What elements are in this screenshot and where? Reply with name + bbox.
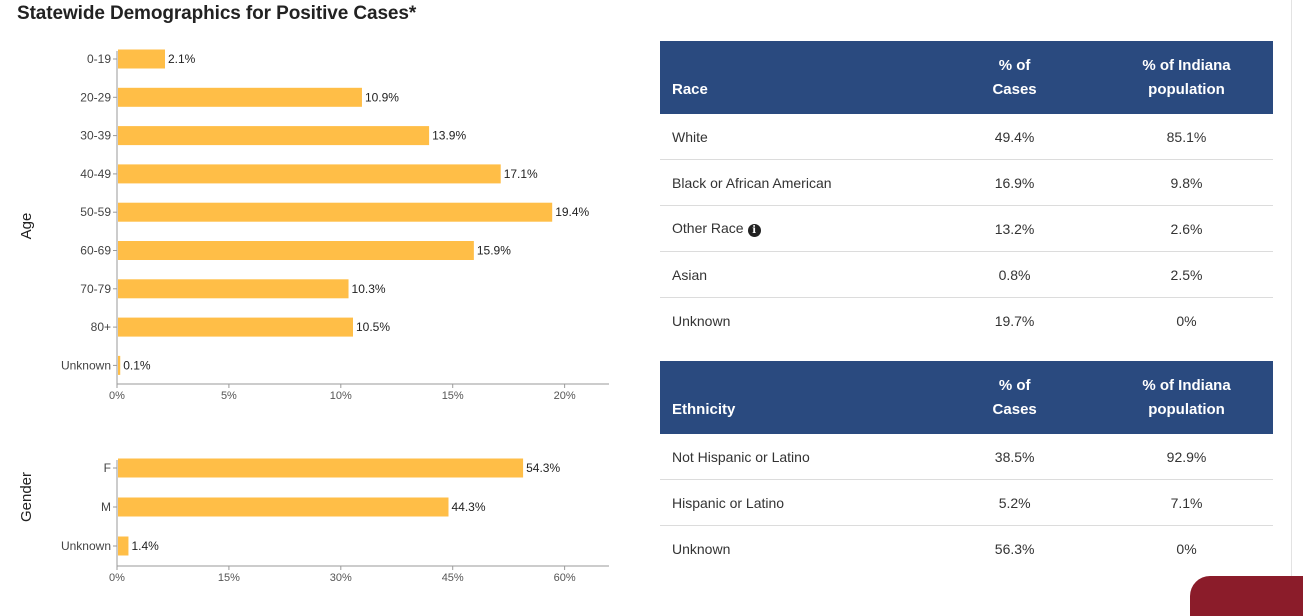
table-row: White 49.4% 85.1%: [660, 114, 1273, 160]
bar: [118, 317, 353, 337]
bar-value-label: 10.9%: [365, 90, 399, 104]
bar: [118, 87, 362, 107]
race-label-cell: Other Race i: [660, 205, 930, 252]
ethnicity-cases-value: 38.5%: [929, 434, 1101, 480]
info-icon[interactable]: i: [747, 224, 761, 237]
race-label: White: [660, 114, 930, 160]
y-tick-label: F: [104, 461, 111, 475]
race-population-value: 2.6%: [1099, 205, 1273, 252]
ethnicity-population-value: 92.9%: [1100, 434, 1273, 480]
y-tick-label: 60-69: [80, 244, 111, 258]
bar-value-label: 10.3%: [352, 282, 386, 296]
gender-chart: Gender F 54.3% M 44.3% Unknown 1.4% 0% 15% 30% 45…: [18, 458, 609, 584]
x-tick-label: 45%: [442, 572, 464, 584]
table-row: Black or African American 16.9% 9.8%: [660, 159, 1273, 206]
race-population-value: 9.8%: [1099, 159, 1273, 206]
race-label: Other Race: [672, 220, 744, 236]
bar-value-label: 2.1%: [168, 52, 196, 66]
y-tick-label: 20-29: [80, 90, 111, 104]
race-population-value: 0%: [1176, 312, 1197, 329]
race-header: Race: [660, 41, 930, 114]
ethnicity-cases-value: 5.2%: [929, 479, 1101, 526]
race-label: Unknown: [672, 312, 731, 329]
race-cases-value: 19.7%: [994, 312, 1035, 329]
table-row: Hispanic or Latino 5.2% 7.1%: [660, 479, 1273, 526]
bar: [118, 49, 165, 69]
x-tick-label: 30%: [330, 572, 352, 584]
y-tick-label: 0-19: [87, 52, 111, 66]
bar: [118, 279, 349, 299]
ethnicity-population-value: 7.1%: [1100, 479, 1273, 526]
bar-value-label: 10.5%: [356, 320, 390, 334]
bar: [118, 202, 553, 222]
age-chart: Age 0-19 2.1% 20-29 10.9% 30-39 13.9% 40-49 17.…: [18, 49, 609, 402]
x-tick-label: 60%: [554, 572, 576, 584]
race-cases-value: 0.8%: [929, 251, 1100, 298]
race-cases-value: 13.2%: [929, 205, 1100, 252]
race-population-header: % of Indiana population: [1099, 41, 1273, 114]
bar-value-label: 54.3%: [526, 461, 560, 475]
bar-value-label: 15.9%: [477, 244, 511, 258]
ethnicity-cases-header: % of Cases: [929, 361, 1101, 434]
bar-value-label: 1.4%: [131, 539, 159, 553]
x-tick-label: 10%: [330, 390, 352, 402]
race-cases-value: 49.4%: [929, 114, 1100, 160]
bar: [118, 164, 501, 184]
race-label: Asian: [660, 251, 930, 298]
y-tick-label: 80+: [91, 320, 111, 334]
race-population-value: 2.5%: [1099, 251, 1273, 298]
gender-axis-title: Gender: [18, 472, 35, 522]
bar-value-label: 0.1%: [123, 358, 151, 372]
bar: [118, 241, 474, 260]
bar: [118, 355, 121, 375]
race-cases-value: 16.9%: [929, 159, 1100, 206]
y-tick-label: 30-39: [80, 129, 111, 143]
x-tick-label: 15%: [218, 572, 240, 584]
race-population-value: 85.1%: [1099, 114, 1273, 160]
ethnicity-header: Ethnicity: [660, 361, 930, 434]
x-tick-label: 0%: [109, 572, 125, 584]
bar-value-label: 19.4%: [555, 205, 589, 219]
y-tick-label: 70-79: [80, 282, 111, 296]
age-axis-title: Age: [18, 213, 35, 240]
race-table-header-row: Race % of Cases % of Indiana population: [660, 41, 1273, 114]
x-tick-label: 15%: [442, 390, 464, 402]
page-title: Statewide Demographics for Positive Case…: [17, 3, 417, 24]
ethnicity-label: Not Hispanic or Latino: [660, 434, 930, 480]
race-table: Race % of Cases % of Indiana population Wh…: [660, 41, 1273, 343]
y-tick-label: Unknown: [61, 358, 111, 372]
bar: [118, 497, 449, 517]
ethnicity-table-header-row: Ethnicity % of Cases % of Indiana populati…: [660, 361, 1273, 434]
ethnicity-label: Hispanic or Latino: [660, 479, 930, 526]
y-tick-label: Unknown: [61, 539, 111, 553]
x-tick-label: 20%: [554, 390, 576, 402]
race-label: Black or African American: [660, 159, 930, 206]
bar: [118, 536, 129, 556]
table-row: Asian 0.8% 2.5%: [660, 251, 1273, 298]
y-tick-label: 50-59: [80, 205, 111, 219]
feedback-tab[interactable]: [1190, 576, 1303, 616]
ethnicity-population-value: 0%: [1176, 540, 1197, 557]
bar: [118, 458, 524, 478]
y-tick-label: M: [101, 500, 111, 514]
ethnicity-label: Unknown: [672, 540, 731, 557]
ethnicity-table: Ethnicity % of Cases % of Indiana populati…: [660, 361, 1273, 571]
table-row: Unknown 56.3% 0%: [660, 526, 1273, 572]
ethnicity-cases-value: 56.3%: [994, 540, 1035, 557]
bar-value-label: 44.3%: [451, 500, 485, 514]
x-tick-label: 5%: [221, 390, 237, 402]
table-row: Not Hispanic or Latino 38.5% 92.9%: [660, 434, 1273, 480]
bar-value-label: 17.1%: [504, 167, 538, 181]
x-tick-label: 0%: [109, 390, 125, 402]
panel-divider: [1291, 0, 1292, 590]
bar: [118, 126, 430, 146]
table-row: Other Race i 13.2% 2.6%: [660, 205, 1273, 252]
table-row: Unknown 19.7% 0%: [660, 298, 1273, 344]
bar-value-label: 13.9%: [432, 129, 466, 143]
race-cases-header: % of Cases: [929, 41, 1100, 114]
y-tick-label: 40-49: [80, 167, 111, 181]
ethnicity-population-header: % of Indiana population: [1100, 361, 1273, 434]
